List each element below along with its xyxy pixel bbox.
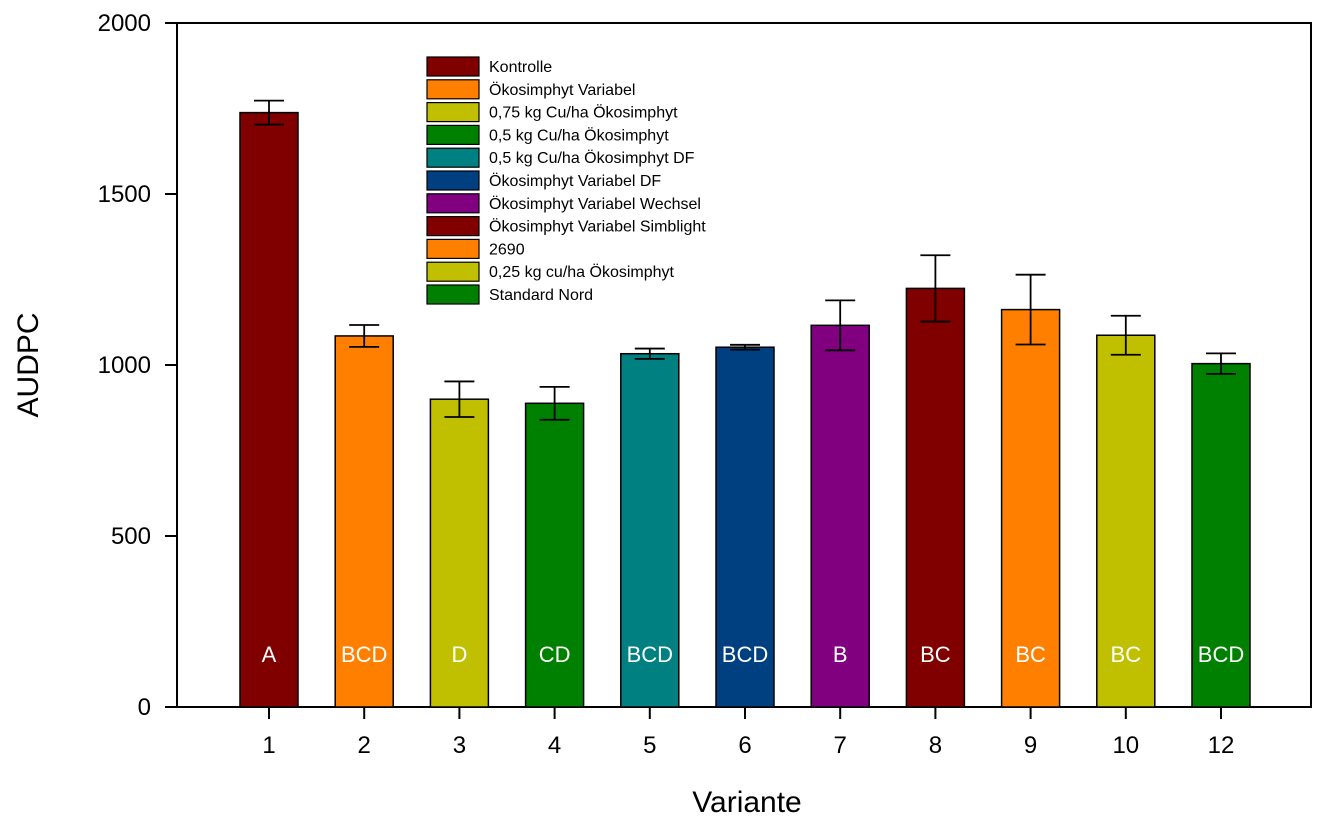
legend-swatch — [426, 147, 480, 168]
group-letter: BCD — [627, 642, 673, 667]
error-bar — [349, 324, 380, 348]
group-letter: BCD — [1198, 642, 1244, 667]
error-bar — [1015, 273, 1046, 346]
bar — [810, 324, 870, 708]
bar — [905, 287, 966, 708]
error-bar — [539, 385, 570, 421]
group-letters: A BCD D CD BCD BCD B BC BC BC BCD — [262, 642, 1245, 667]
error-bar — [1110, 314, 1141, 356]
legend-label: Ökosimphyt Variabel Simblight — [489, 218, 706, 236]
y-tick-label: 2000 — [98, 10, 151, 37]
legend-swatch — [426, 79, 480, 100]
group-letter: B — [833, 642, 848, 667]
legend-label: 0,5 kg Cu/ha Ökosimphyt DF — [489, 149, 695, 167]
legend-swatch — [426, 238, 480, 259]
y-axis: 0 500 1000 1500 2000 — [98, 10, 177, 721]
legend-label: 0,25 kg cu/ha Ökosimphyt — [489, 263, 675, 281]
legend-label: Kontrolle — [489, 59, 552, 76]
error-bar — [634, 347, 665, 360]
x-tick-label: 7 — [834, 732, 847, 759]
legend-swatch — [426, 56, 480, 77]
legend-swatch — [426, 124, 480, 146]
legend-item: Ökosimphyt Variabel Simblight — [426, 216, 706, 237]
y-tick-label: 0 — [138, 694, 151, 721]
legend-swatch — [426, 284, 480, 305]
group-letter: BC — [1015, 642, 1046, 667]
legend-item: 2690 — [426, 238, 525, 259]
x-tick-label: 10 — [1112, 732, 1139, 759]
x-tick-label: 3 — [453, 732, 466, 759]
error-bars — [254, 99, 1236, 421]
error-bar — [920, 254, 951, 323]
group-letter: BCD — [341, 642, 387, 667]
bar — [1096, 334, 1156, 708]
x-tick-label: 4 — [548, 732, 561, 759]
bars — [239, 111, 1251, 708]
x-tick-label: 5 — [643, 732, 656, 759]
bar — [429, 398, 490, 708]
x-tick-label: 2 — [358, 732, 371, 759]
error-bar — [1206, 352, 1236, 375]
bar — [239, 111, 299, 708]
group-letter: BCD — [722, 642, 768, 667]
bar — [524, 402, 585, 708]
x-axis: 1 2 3 4 5 6 7 8 9 10 12 — [262, 707, 1234, 759]
legend-item: Standard Nord — [426, 284, 593, 305]
legend-item: 0,75 kg Cu/ha Ökosimphyt — [426, 101, 678, 123]
legend-label: 2690 — [489, 241, 525, 258]
legend-item: Ökosimphyt Variabel Wechsel — [426, 193, 701, 214]
legend-label: Ökosimphyt Variabel — [489, 81, 635, 99]
error-bar — [825, 299, 856, 352]
legend-item: 0,25 kg cu/ha Ökosimphyt — [426, 261, 675, 282]
x-axis-label: Variante — [692, 786, 802, 817]
legend-swatch — [426, 261, 480, 282]
x-tick-label: 1 — [262, 732, 275, 759]
group-letter: D — [451, 642, 467, 667]
group-letter: BC — [1111, 642, 1142, 667]
legend-item: Ökosimphyt Variabel — [426, 79, 635, 100]
legend-item: Kontrolle — [426, 56, 552, 77]
legend: Kontrolle Ökosimphyt Variabel 0,75 kg Cu/h… — [426, 56, 706, 305]
legend-item: Ökosimphyt Variabel DF — [426, 170, 661, 191]
y-axis-label: AUDPC — [12, 312, 45, 417]
group-letter: CD — [539, 642, 571, 667]
group-letter: BC — [920, 642, 951, 667]
x-tick-label: 6 — [738, 732, 751, 759]
y-tick-label: 1000 — [98, 352, 151, 379]
legend-label: 0,75 kg Cu/ha Ökosimphyt — [489, 104, 678, 122]
y-tick-label: 500 — [111, 523, 151, 550]
legend-swatch — [426, 170, 480, 191]
legend-label: Ökosimphyt Variabel Wechsel — [489, 195, 701, 213]
x-tick-label: 12 — [1208, 732, 1235, 759]
bar — [334, 335, 394, 708]
legend-item: 0,5 kg Cu/ha Ökosimphyt DF — [426, 147, 695, 168]
error-bar — [254, 99, 284, 126]
legend-item: 0,5 kg Cu/ha Ökosimphyt — [426, 124, 669, 146]
legend-swatch — [426, 101, 480, 123]
bar — [620, 352, 680, 708]
error-bar — [444, 380, 475, 418]
bar — [1000, 308, 1061, 708]
legend-swatch — [426, 216, 480, 237]
legend-label: Standard Nord — [489, 287, 593, 304]
error-bar — [730, 343, 760, 351]
x-tick-label: 8 — [929, 732, 942, 759]
y-tick-label: 1500 — [98, 181, 151, 208]
legend-label: Ökosimphyt Variabel DF — [489, 172, 661, 190]
bar — [715, 346, 775, 708]
x-tick-label: 9 — [1024, 732, 1037, 759]
legend-swatch — [426, 193, 480, 214]
group-letter: A — [262, 642, 277, 667]
legend-label: 0,5 kg Cu/ha Ökosimphyt — [489, 126, 669, 144]
